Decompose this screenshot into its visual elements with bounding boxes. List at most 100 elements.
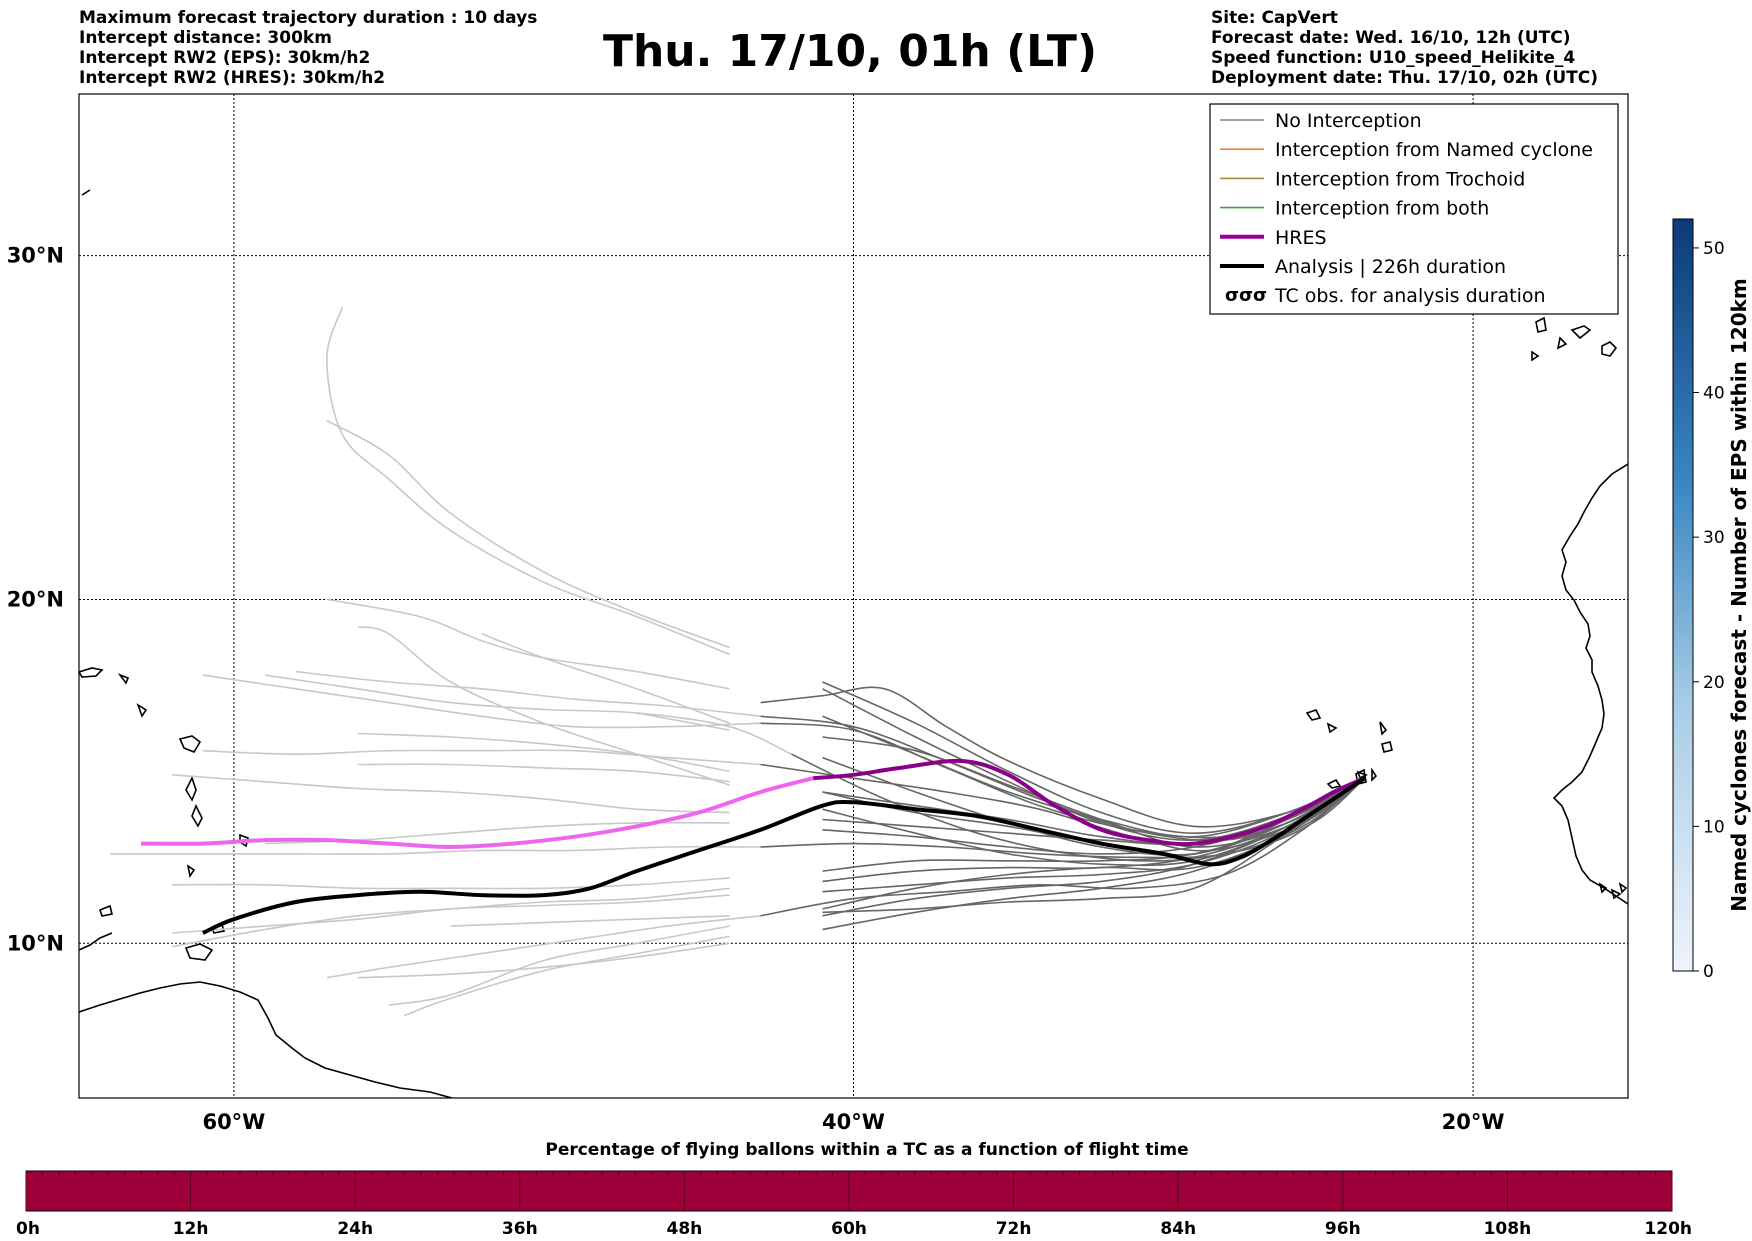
bottom-colorbar-tick-label: 60h <box>831 1219 867 1239</box>
legend-label-7: TC obs. for analysis duration <box>1274 285 1546 307</box>
legend-tc-symbol: σσσ <box>1225 285 1267 306</box>
bottom-colorbar: Percentage of flying ballons within a TC… <box>16 1140 1692 1239</box>
analysis-trajectory-line <box>202 776 1366 935</box>
eps-trajectory-far-5 <box>110 845 761 855</box>
header-left-line-3: Intercept RW2 (EPS): 30km/h2 <box>79 48 371 68</box>
eps-trajectory-far-17 <box>404 935 730 1017</box>
eps-trajectory-far-12 <box>326 419 730 649</box>
bottom-colorbar-tick-label: 108h <box>1484 1219 1532 1239</box>
lat-tick-label: 10°N <box>7 931 64 955</box>
map-grid <box>79 94 1628 1098</box>
right-colorbar-label: Named cyclones forecast - Number of EPS … <box>1727 278 1751 912</box>
eps-trajectory-far-24 <box>171 894 730 934</box>
eps-trajectory-far-21 <box>295 670 761 718</box>
header-right-line-2: Forecast date: Wed. 16/10, 12h (UTC) <box>1211 28 1571 48</box>
lat-tick-label: 20°N <box>7 587 64 611</box>
hres-trajectory-far <box>140 776 814 850</box>
eps-trajectory-far-8 <box>388 925 730 1006</box>
map-frame <box>78 93 1629 1099</box>
canary-islands <box>1531 316 1618 362</box>
lon-tick-label: 60°W <box>202 1110 265 1134</box>
bottom-colorbar-tick-label: 24h <box>337 1219 373 1239</box>
legend-label-3: Interception from Trochoid <box>1275 168 1525 190</box>
eps-trajectory-far-20 <box>357 763 730 783</box>
header-left-line-4: Intercept RW2 (HRES): 30km/h2 <box>79 68 386 88</box>
eps-trajectory-near-21 <box>760 715 1366 842</box>
header-right-line-1: Site: CapVert <box>1211 8 1338 28</box>
right-colorbar-tick-label: 20 <box>1703 673 1725 693</box>
eps-trajectory-far-11 <box>325 306 730 656</box>
eps-trajectory-far-6 <box>450 915 730 927</box>
right-colorbar-tick-label: 10 <box>1703 817 1725 837</box>
legend: No Interception Interception from Named c… <box>1209 103 1619 315</box>
bottom-colorbar-tick-label: 36h <box>502 1219 538 1239</box>
africa-coast <box>1552 463 1628 905</box>
hres-trajectory <box>140 758 1366 850</box>
island-guadeloupe <box>178 735 202 753</box>
analysis-trajectory <box>202 776 1366 935</box>
header-right-line-3: Speed function: U10_speed_Helikite_4 <box>1211 48 1576 68</box>
eps-trajectory-near-20 <box>822 777 1366 846</box>
eps-trajectory-near-23 <box>822 777 1366 867</box>
eps-trajectory-far-3 <box>202 749 761 766</box>
right-colorbar-tick-label: 30 <box>1703 528 1725 548</box>
eps-trajectory-far-9 <box>264 674 792 755</box>
lat-tick-label: 30°N <box>7 244 64 268</box>
coastlines <box>79 189 1628 1098</box>
eps-trajectory-far-14 <box>171 774 730 814</box>
bissau-islands <box>1598 882 1628 900</box>
south-america-coast <box>79 981 453 1098</box>
eps-trajectory-far-10 <box>326 598 730 690</box>
eps-trajectory-far-13 <box>171 877 730 890</box>
hres-trajectory-near <box>813 758 1366 847</box>
eps-trajectory-far-7 <box>326 915 761 979</box>
bottom-colorbar-tick-label: 12h <box>173 1219 209 1239</box>
bottom-colorbar-tick-label: 48h <box>667 1219 703 1239</box>
eps-trajectory-near-22 <box>822 777 1366 931</box>
bottom-colorbar-tick-label: 96h <box>1325 1219 1361 1239</box>
island-antigua <box>136 703 148 718</box>
eps-trajectories-far <box>110 306 792 1017</box>
header-left: Maximum forecast trajectory duration : 1… <box>79 8 537 88</box>
central-america-coast <box>79 932 113 951</box>
lon-tick-label: 40°W <box>822 1110 885 1134</box>
legend-label-5: HRES <box>1275 227 1327 249</box>
legend-label-6: Analysis | 226h duration <box>1275 256 1506 278</box>
bottom-colorbar-tick-label: 84h <box>1160 1219 1196 1239</box>
bottom-colorbar-tick-label: 120h <box>1644 1219 1692 1239</box>
cape-verde-islands <box>1305 709 1393 789</box>
legend-label-1: No Interception <box>1275 110 1422 132</box>
eps-trajectory-far-23 <box>357 626 730 786</box>
island-puerto-rico <box>79 667 104 678</box>
right-colorbar-gradient <box>1672 218 1694 972</box>
eps-trajectory-far-22 <box>357 942 730 979</box>
island-st-lucia <box>191 804 203 828</box>
island-bermuda <box>81 189 91 196</box>
lon-tick-label: 20°W <box>1442 1110 1505 1134</box>
figure-title: Thu. 17/10, 01h (LT) <box>602 26 1098 77</box>
eps-trajectory-near-7 <box>760 777 1366 917</box>
bottom-colorbar-title: Percentage of flying ballons within a TC… <box>545 1140 1188 1160</box>
header-right-line-4: Deployment date: Thu. 17/10, 02h (UTC) <box>1211 68 1598 88</box>
island-curacao <box>99 904 113 917</box>
island-martinique <box>185 775 197 802</box>
bottom-colorbar-tick-label: 0h <box>16 1219 40 1239</box>
legend-box <box>1209 103 1619 315</box>
eps-trajectory-far-19 <box>202 674 761 729</box>
eps-trajectory-near-12 <box>822 681 1366 835</box>
header-left-line-2: Intercept distance: 300km <box>79 28 332 48</box>
island-grenada <box>186 864 196 879</box>
right-colorbar-tick-label: 50 <box>1703 239 1725 259</box>
legend-label-4: Interception from both <box>1275 198 1489 220</box>
header-left-line-1: Maximum forecast trajectory duration : 1… <box>79 8 538 28</box>
eps-trajectory-far-4 <box>357 732 730 773</box>
header-right: Site: CapVert Forecast date: Wed. 16/10,… <box>1211 8 1598 88</box>
eps-trajectory-near-1 <box>760 686 1366 828</box>
right-colorbar: 0 10 20 30 40 50 Named cyclones forecast - Nu… <box>1672 218 1751 982</box>
right-colorbar-tick-label: 40 <box>1703 384 1725 404</box>
eps-trajectory-near-9 <box>791 753 1366 862</box>
axis-tick-labels: 60°W 40°W 20°W 10°N 20°N 30°N <box>7 244 1505 1134</box>
right-colorbar-tick-label: 0 <box>1703 962 1714 982</box>
